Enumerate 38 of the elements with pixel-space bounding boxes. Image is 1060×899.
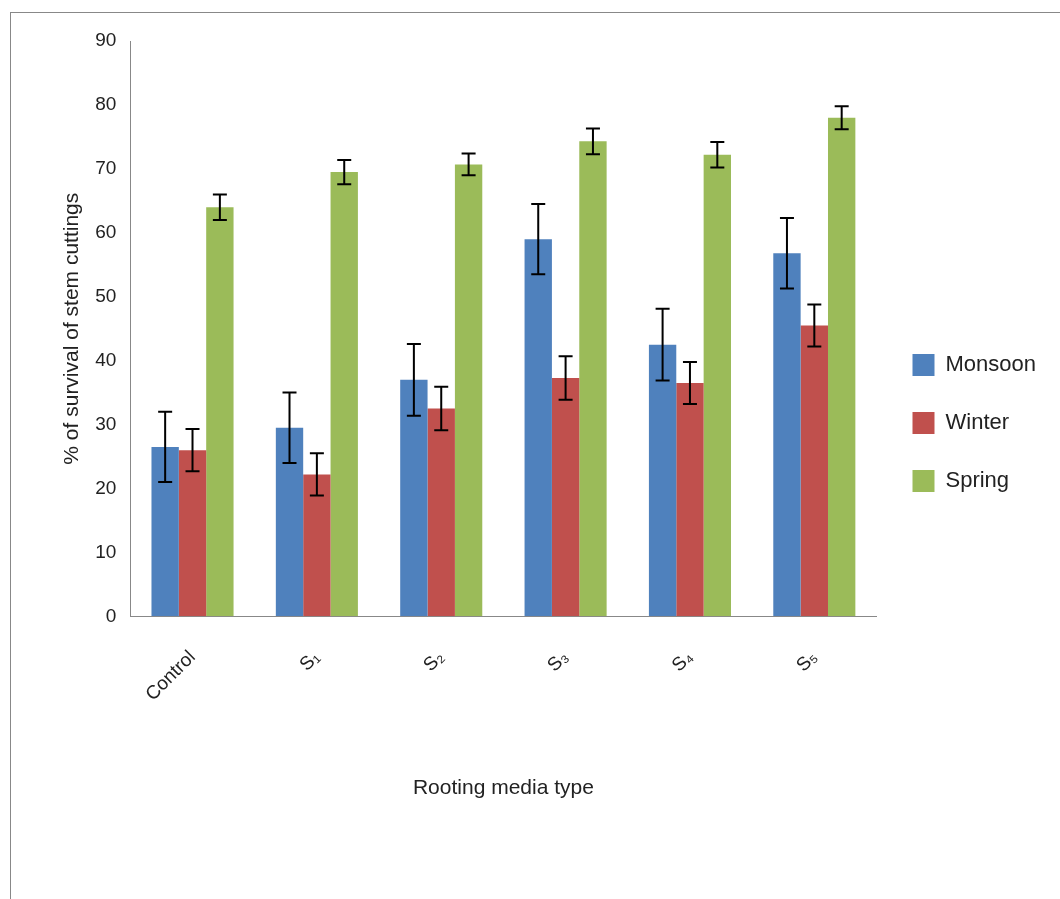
y-tick-label: 30 <box>95 412 117 434</box>
bar <box>648 344 677 617</box>
legend-label: Winter <box>945 409 1010 435</box>
x-tick-label: S₃ <box>542 646 573 676</box>
y-tick-label: 20 <box>95 476 117 498</box>
x-axis-title: Rooting media type <box>412 775 594 799</box>
bar <box>551 377 580 617</box>
y-tick-label: 70 <box>95 157 117 179</box>
bar <box>703 154 731 617</box>
legend-label: Monsoon <box>945 351 1037 377</box>
y-tick-label: 10 <box>95 540 117 562</box>
x-tick-label: S₂ <box>418 646 448 676</box>
bar <box>773 253 801 617</box>
y-tick-label: 90 <box>95 29 117 51</box>
bar <box>828 117 856 617</box>
x-tick-label: S₁ <box>295 646 324 675</box>
y-tick-label: 50 <box>95 284 117 306</box>
bar <box>330 172 358 617</box>
y-tick-label: 0 <box>105 604 117 626</box>
bar <box>151 446 179 617</box>
y-tick-label: 40 <box>95 348 117 370</box>
legend-label: Spring <box>945 467 1010 493</box>
bar <box>400 379 428 617</box>
bar <box>303 474 331 617</box>
bar <box>676 383 704 617</box>
y-tick-label: 80 <box>95 93 117 115</box>
bar <box>524 239 552 617</box>
bar <box>275 427 304 617</box>
bar <box>427 408 455 617</box>
bar <box>454 164 483 617</box>
y-axis-title: % of survival of stem cuttings <box>59 192 83 465</box>
x-tick-label: S₅ <box>791 646 821 676</box>
x-tick-label: S₄ <box>667 645 697 676</box>
bar <box>800 325 828 617</box>
bar <box>178 450 207 617</box>
bar <box>579 141 607 617</box>
y-tick-label: 60 <box>95 221 117 243</box>
bar <box>206 207 234 617</box>
